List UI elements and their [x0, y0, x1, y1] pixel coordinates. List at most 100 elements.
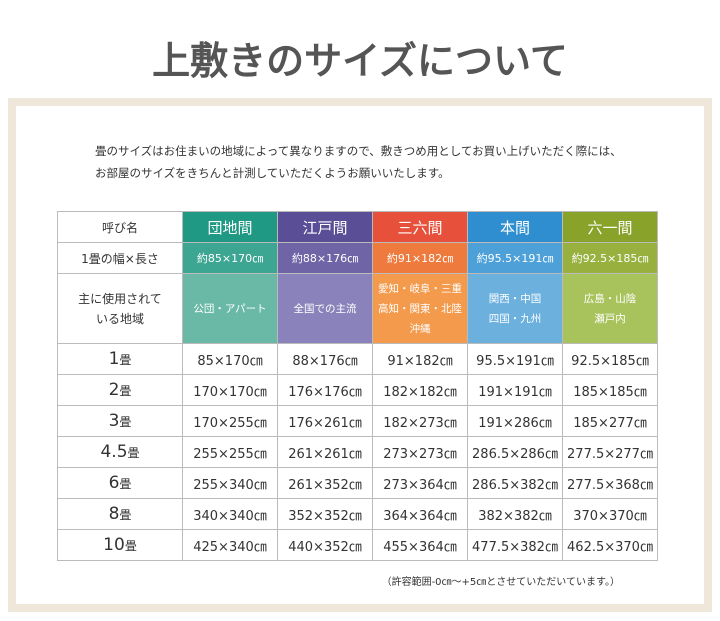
- cell-text: 約88×176㎝: [291, 252, 359, 265]
- cell: 261×352㎝: [277, 467, 373, 499]
- cell: 191×191㎝: [467, 374, 563, 406]
- cell: 255×340㎝: [182, 467, 278, 499]
- cell-text: 愛知・岐阜・三重: [378, 282, 462, 295]
- cell: 261×261㎝: [277, 436, 373, 468]
- cell: 愛知・岐阜・三重 高知・関東・北陸 沖縄: [372, 273, 468, 344]
- cell: 六一間: [562, 211, 658, 243]
- cell: 全国での主流: [277, 273, 373, 344]
- cell: 1畳の幅×長さ: [57, 242, 183, 274]
- cell-text: 高知・関東・北陸: [378, 302, 462, 315]
- cell-text: 団地間: [207, 218, 253, 237]
- cell-text: 425×340㎝: [193, 539, 267, 555]
- cell-text: 三六間: [397, 218, 443, 237]
- cell: 440×352㎝: [277, 529, 373, 561]
- cell: 425×340㎝: [182, 529, 278, 561]
- cell: 255×255㎝: [182, 436, 278, 468]
- cell: 382×382㎝: [467, 498, 563, 530]
- cell-text: 176×261㎝: [288, 415, 362, 431]
- cell: 約85×170㎝: [182, 242, 278, 274]
- cell: 477.5×382㎝: [467, 529, 563, 561]
- cell-text: 約92.5×185㎝: [571, 252, 649, 265]
- cell: 92.5×185㎝: [562, 343, 658, 375]
- cell-text: いる地域: [95, 311, 144, 326]
- cell-text: 352×352㎝: [288, 508, 362, 524]
- cell-text: 261×352㎝: [288, 477, 362, 493]
- cell-text: 273×273㎝: [383, 446, 457, 462]
- cell: 182×182㎝: [372, 374, 468, 406]
- row: 10畳 425×340㎝ 440×352㎝ 455×364㎝ 477.5×382㎝ 462…: [57, 529, 658, 561]
- unit: 畳: [119, 477, 132, 491]
- count: 6: [108, 473, 120, 493]
- intro-line: 畳のサイズはお住まいの地域によって異なりますので、敷きつめ用としてお買い上げいた…: [95, 144, 622, 158]
- cell-text: 江戸間: [302, 218, 348, 237]
- cell-text: 沖縄: [409, 322, 431, 335]
- cell: 176×176㎝: [277, 374, 373, 406]
- cell-text: 364×364㎝: [383, 508, 457, 524]
- unit: 畳: [124, 539, 137, 553]
- row: 1畳 85×170㎝ 88×176㎝ 91×182㎝ 95.5×191㎝ 92.5×185…: [57, 343, 658, 375]
- cell: 286.5×286㎝: [467, 436, 563, 468]
- cell-text: 176×176㎝: [288, 384, 362, 400]
- cell-text: 286.5×382㎝: [472, 477, 558, 493]
- cell-text: 瀬戸内: [594, 312, 626, 325]
- cell-text: 382×382㎝: [478, 508, 552, 524]
- cell: 88×176㎝: [277, 343, 373, 375]
- cell-text: 広島・山陰: [583, 292, 637, 305]
- count: 1: [108, 349, 120, 369]
- cell: 176×261㎝: [277, 405, 373, 437]
- cell: 約92.5×185㎝: [562, 242, 658, 274]
- cell: 95.5×191㎝: [467, 343, 563, 375]
- cell-text: 85×170㎝: [197, 353, 263, 369]
- cell: 170×170㎝: [182, 374, 278, 406]
- cell: 277.5×277㎝: [562, 436, 658, 468]
- cell-text: 170×170㎝: [193, 384, 267, 400]
- cell-text: 関西・中国: [488, 292, 542, 305]
- cell: 185×277㎝: [562, 405, 658, 437]
- cell: 主に使用されて いる地域: [57, 273, 183, 344]
- cell-text: 四国・九州: [488, 312, 542, 325]
- cell-text: 277.5×277㎝: [567, 446, 653, 462]
- cell: 2畳: [57, 374, 183, 406]
- cell-text: 440×352㎝: [288, 539, 362, 555]
- cell-text: 六一間: [587, 218, 633, 237]
- cell: 約91×182㎝: [372, 242, 468, 274]
- cell-text: 185×185㎝: [573, 384, 647, 400]
- cell: 約95.5×191㎝: [467, 242, 563, 274]
- cell-text: 455×364㎝: [383, 539, 457, 555]
- cell: 江戸間: [277, 211, 373, 243]
- cell: 340×340㎝: [182, 498, 278, 530]
- row: 2畳 170×170㎝ 176×176㎝ 182×182㎝ 191×191㎝ 185×18…: [57, 374, 658, 406]
- cell: 広島・山陰 瀬戸内: [562, 273, 658, 344]
- intro-line: お部屋のサイズをきちんと計測していただくようお願いいたします。: [95, 166, 450, 180]
- cell-text: 185×277㎝: [573, 415, 647, 431]
- cell: 三六間: [372, 211, 468, 243]
- count: 4.5: [100, 442, 128, 462]
- cell-text: 191×286㎝: [478, 415, 552, 431]
- cell: 364×364㎝: [372, 498, 468, 530]
- cell: 公団・アパート: [182, 273, 278, 344]
- count: 10: [103, 535, 125, 555]
- cell-text: 92.5×185㎝: [571, 353, 649, 369]
- cell: 185×185㎝: [562, 374, 658, 406]
- cell-text: 255×340㎝: [193, 477, 267, 493]
- cell-text: 全国での主流: [293, 302, 357, 315]
- cell-text: 261×261㎝: [288, 446, 362, 462]
- cell-text: 公団・アパート: [193, 302, 267, 315]
- cell: 273×273㎝: [372, 436, 468, 468]
- cell: 6畳: [57, 467, 183, 499]
- count: 2: [108, 380, 120, 400]
- footnote: （許容範囲-0㎝～+5㎝とさせていただいています。）: [381, 577, 620, 588]
- cell-text: 182×273㎝: [383, 415, 457, 431]
- unit: 畳: [119, 508, 132, 522]
- cell-text: 255×255㎝: [193, 446, 267, 462]
- cell-text: 主に使用されて: [78, 291, 162, 306]
- intro: 畳のサイズはお住まいの地域によって異なりますので、敷きつめ用としてお買い上げいた…: [95, 140, 622, 184]
- cell: 8畳: [57, 498, 183, 530]
- row: 6畳 255×340㎝ 261×352㎝ 273×364㎝ 286.5×382㎝ 277.…: [57, 467, 658, 499]
- unit: 畳: [119, 353, 132, 367]
- cell: 1畳: [57, 343, 183, 375]
- row: 呼び名 団地間 江戸間 三六間 本間 六一間: [57, 211, 658, 243]
- cell-text: 191×191㎝: [478, 384, 552, 400]
- row: 4.5畳 255×255㎝ 261×261㎝ 273×273㎝ 286.5×286㎝ 27…: [57, 436, 658, 468]
